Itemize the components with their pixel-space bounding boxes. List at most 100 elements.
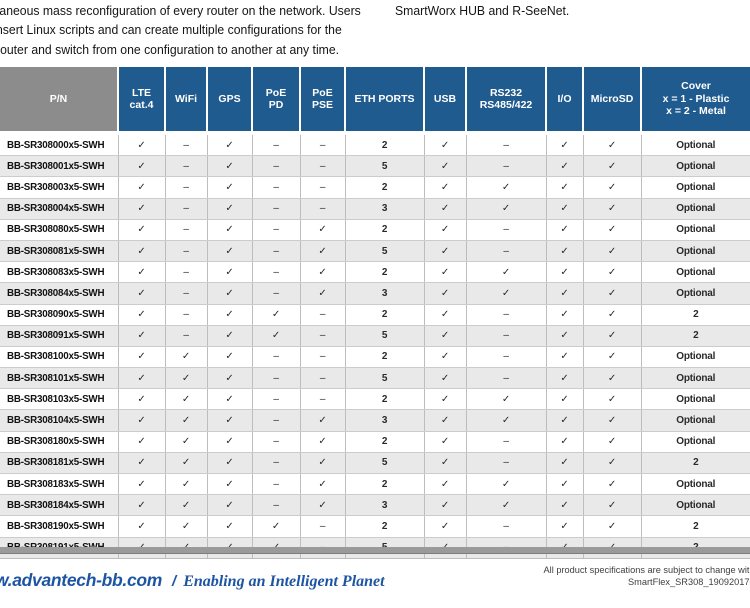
eth-ports-cell: 3 [345, 198, 425, 220]
feature-cell: ✓ [424, 282, 467, 305]
eth-ports-cell: 5 [345, 367, 425, 390]
cover-cell: Optional [641, 409, 750, 432]
eth-ports-cell: 2 [345, 473, 425, 496]
eth-ports-cell: 3 [345, 282, 425, 305]
feature-cell: ✓ [583, 261, 642, 284]
feature-cell: ✓ [424, 473, 467, 496]
table-row: BB-SR308090x5-SWH ✓ – ✓ ✓ –2 ✓ – ✓ ✓ 2 [0, 304, 750, 326]
intro-text-left: taneous mass reconfiguration of every ro… [0, 1, 372, 59]
feature-cell: ✓ [424, 388, 467, 411]
eth-ports-cell: 5 [345, 452, 425, 475]
feature-cell: ✓ [207, 240, 253, 263]
feature-cell: – [165, 261, 208, 284]
pn-cell: BB-SR308190x5-SWH [0, 515, 119, 538]
feature-cell: – [165, 325, 208, 347]
feature-cell: – [165, 133, 208, 157]
feature-cell: – [466, 452, 547, 475]
cover-cell: Optional [641, 367, 750, 390]
eth-ports-cell: 3 [345, 494, 425, 517]
feature-cell: ✓ [118, 325, 166, 347]
cover-cell: Optional [641, 431, 750, 453]
table-row: BB-SR308181x5-SWH ✓ ✓ ✓ – ✓ 5 ✓ – ✓ ✓ 2 [0, 452, 750, 475]
feature-cell: ✓ [424, 198, 467, 220]
feature-cell: ✓ [118, 198, 166, 220]
cover-cell: 2 [641, 325, 750, 347]
feature-cell: ✓ [165, 409, 208, 432]
feature-cell: ✓ [118, 409, 166, 432]
cover-cell: Optional [641, 219, 750, 241]
table-row: BB-SR308184x5-SWH ✓ ✓ ✓ – ✓ 3 ✓ ✓ ✓ ✓ Optional [0, 494, 750, 517]
feature-cell: ✓ [424, 515, 467, 538]
pn-cell: BB-SR308081x5-SWH [0, 240, 119, 263]
feature-cell: ✓ [118, 304, 166, 326]
feature-cell: ✓ [424, 346, 467, 369]
pn-cell: BB-SR308004x5-SWH [0, 198, 119, 220]
column-header-io: I/O [546, 67, 584, 135]
intro-line: taneous mass reconfiguration of every ro… [0, 3, 361, 18]
feature-cell: ✓ [424, 240, 467, 263]
feature-cell: ✓ [118, 240, 166, 263]
feature-cell: ✓ [583, 367, 642, 390]
pn-cell: BB-SR308184x5-SWH [0, 494, 119, 517]
feature-cell: ✓ [207, 515, 253, 538]
feature-cell: ✓ [300, 409, 346, 432]
feature-cell: ✓ [424, 325, 467, 347]
table-row: BB-SR308091x5-SWH ✓ – ✓ ✓ –5 ✓ – ✓ ✓ 2 [0, 325, 750, 347]
feature-cell: ✓ [546, 219, 584, 241]
disclaimer-line: All product specifications are subject t… [543, 565, 750, 576]
feature-cell: – [165, 155, 208, 178]
cover-cell: Optional [641, 282, 750, 305]
feature-cell: ✓ [118, 494, 166, 517]
feature-cell: – [300, 155, 346, 178]
feature-cell: – [252, 452, 301, 475]
footer-divider-bar [0, 547, 750, 554]
table-row: BB-SR308081x5-SWH ✓ – ✓ – ✓ 5 ✓ – ✓ ✓ Optional [0, 240, 750, 263]
feature-cell: – [252, 388, 301, 411]
feature-cell: ✓ [207, 282, 253, 305]
feature-cell: – [466, 155, 547, 178]
feature-cell: – [252, 282, 301, 305]
feature-cell: ✓ [466, 198, 547, 220]
feature-cell: ✓ [546, 388, 584, 411]
eth-ports-cell: 2 [345, 304, 425, 326]
table-row: BB-SR308101x5-SWH ✓ ✓ ✓ – –5 ✓ – ✓ ✓ Optional [0, 367, 750, 390]
pn-cell: BB-SR308091x5-SWH [0, 325, 119, 347]
feature-cell: – [466, 431, 547, 453]
pn-cell: BB-SR308181x5-SWH [0, 452, 119, 475]
feature-cell: – [252, 431, 301, 453]
feature-cell: – [300, 304, 346, 326]
feature-cell: ✓ [546, 473, 584, 496]
feature-cell: ✓ [207, 133, 253, 157]
feature-cell: – [165, 240, 208, 263]
feature-cell: – [252, 176, 301, 199]
feature-cell: ✓ [424, 155, 467, 178]
feature-cell: ✓ [583, 431, 642, 453]
feature-cell: ✓ [546, 176, 584, 199]
feature-cell: – [252, 494, 301, 517]
feature-cell: ✓ [583, 388, 642, 411]
column-header-gps: GPS [207, 67, 253, 135]
feature-cell: ✓ [118, 155, 166, 178]
feature-cell: ✓ [118, 367, 166, 390]
pn-cell: BB-SR308003x5-SWH [0, 176, 119, 199]
eth-ports-cell: 2 [345, 261, 425, 284]
feature-cell: ✓ [207, 346, 253, 369]
feature-cell: ✓ [583, 282, 642, 305]
feature-cell: ✓ [207, 155, 253, 178]
pn-cell: BB-SR308103x5-SWH [0, 388, 119, 411]
feature-cell: ✓ [207, 304, 253, 326]
cover-cell: Optional [641, 198, 750, 220]
feature-cell: ✓ [165, 367, 208, 390]
feature-cell: ✓ [583, 494, 642, 517]
feature-cell: ✓ [252, 325, 301, 347]
feature-cell: ✓ [252, 304, 301, 326]
feature-cell: – [252, 367, 301, 390]
feature-cell: ✓ [583, 176, 642, 199]
footer-disclaimer: All product specifications are subject t… [544, 565, 750, 589]
feature-cell: – [252, 409, 301, 432]
feature-cell: ✓ [424, 261, 467, 284]
feature-cell: ✓ [300, 219, 346, 241]
pn-cell: BB-SR308183x5-SWH [0, 473, 119, 496]
feature-cell: – [466, 219, 547, 241]
pn-cell: BB-SR308083x5-SWH [0, 261, 119, 284]
